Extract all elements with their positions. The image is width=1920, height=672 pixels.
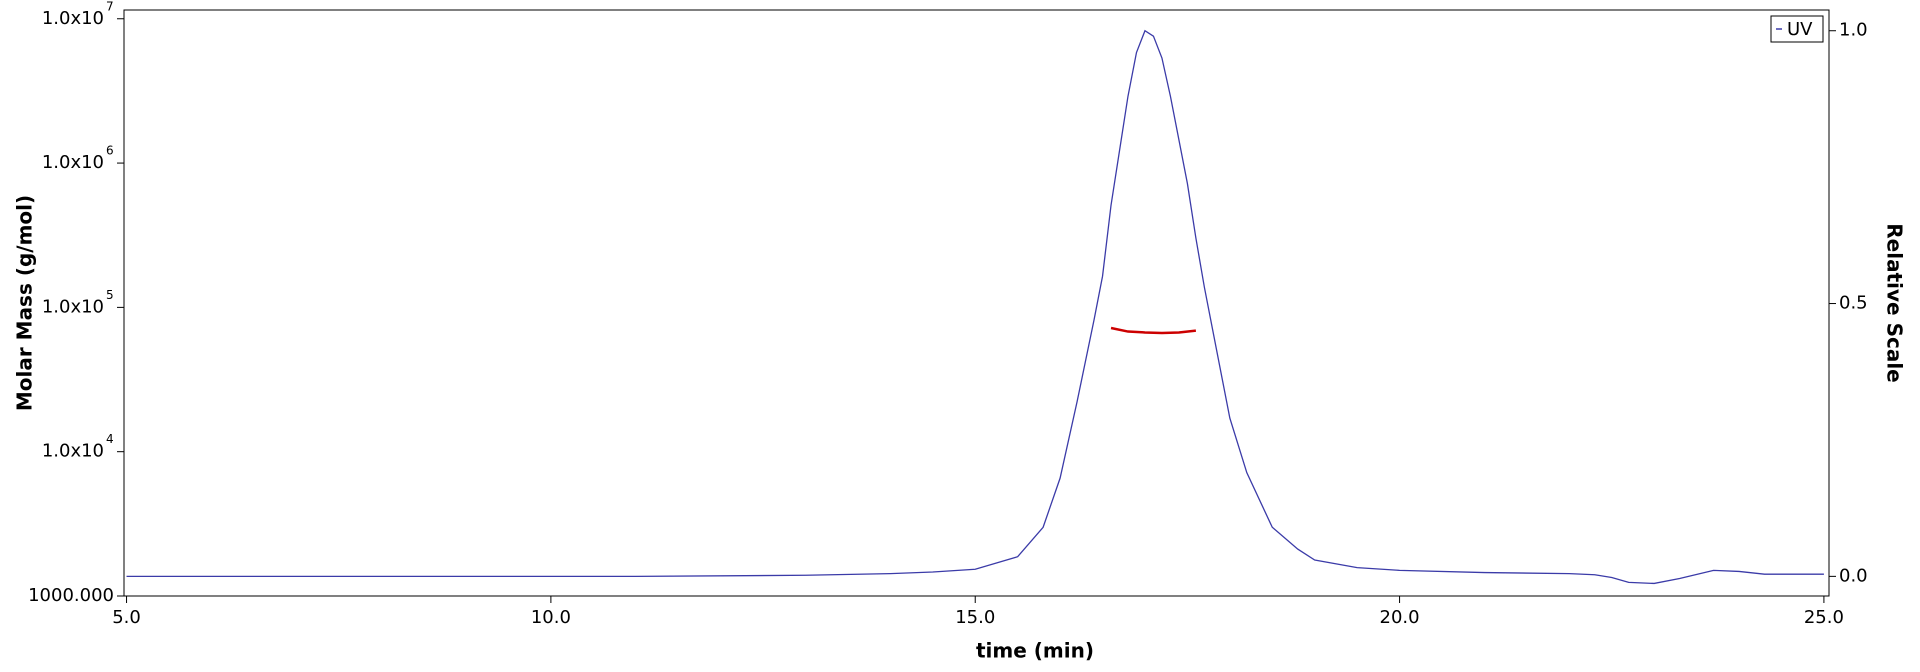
y-tick-label-text: 1.0x10 — [42, 152, 104, 173]
x-axis-title: time (min) — [976, 639, 1094, 663]
x-tick-label: 20.0 — [1380, 607, 1420, 628]
y2-tick-label: 0.0 — [1839, 565, 1868, 586]
y2-tick-label: 1.0 — [1839, 20, 1868, 41]
data-line — [1110, 326, 1197, 335]
y-tick-label: 1.0x10 — [42, 296, 104, 317]
y-tick-label: 1000.000 — [28, 585, 114, 606]
x-tick-label: 25.0 — [1804, 607, 1844, 628]
y-tick-label-text: 1.0x10 — [42, 441, 104, 462]
data-line — [126, 29, 1824, 585]
y-tick-label: 1.0x10 — [42, 441, 104, 462]
y-tick-exponent: 7 — [106, 0, 114, 13]
y-axis-title: Molar Mass (g/mol) — [13, 195, 37, 411]
x-tick-label: 15.0 — [955, 607, 995, 628]
legend-label: UV — [1787, 19, 1813, 40]
y-tick-exponent: 6 — [106, 144, 114, 158]
y-tick-exponent: 5 — [106, 288, 114, 302]
plot-frame — [123, 9, 1830, 597]
y-tick-label-text: 1.0x10 — [42, 8, 104, 29]
y-tick-label: 1.0x10 — [42, 8, 104, 29]
y2-tick-label: 0.5 — [1839, 293, 1868, 314]
y2-axis-title: Relative Scale — [1883, 223, 1907, 382]
x-tick-label: 5.0 — [112, 607, 141, 628]
y-tick-label-text: 1000.000 — [28, 585, 114, 606]
y-tick-label-text: 1.0x10 — [42, 296, 104, 317]
y-tick-exponent: 4 — [106, 432, 114, 446]
x-tick-label: 10.0 — [531, 607, 571, 628]
y-tick-label: 1.0x10 — [42, 152, 104, 173]
